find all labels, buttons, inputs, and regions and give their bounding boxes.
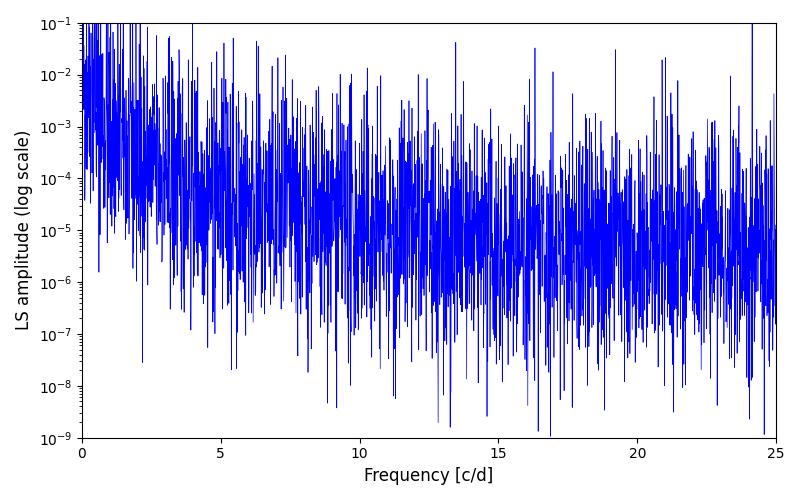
Y-axis label: LS amplitude (log scale): LS amplitude (log scale) [15,130,33,330]
X-axis label: Frequency [c/d]: Frequency [c/d] [364,467,494,485]
